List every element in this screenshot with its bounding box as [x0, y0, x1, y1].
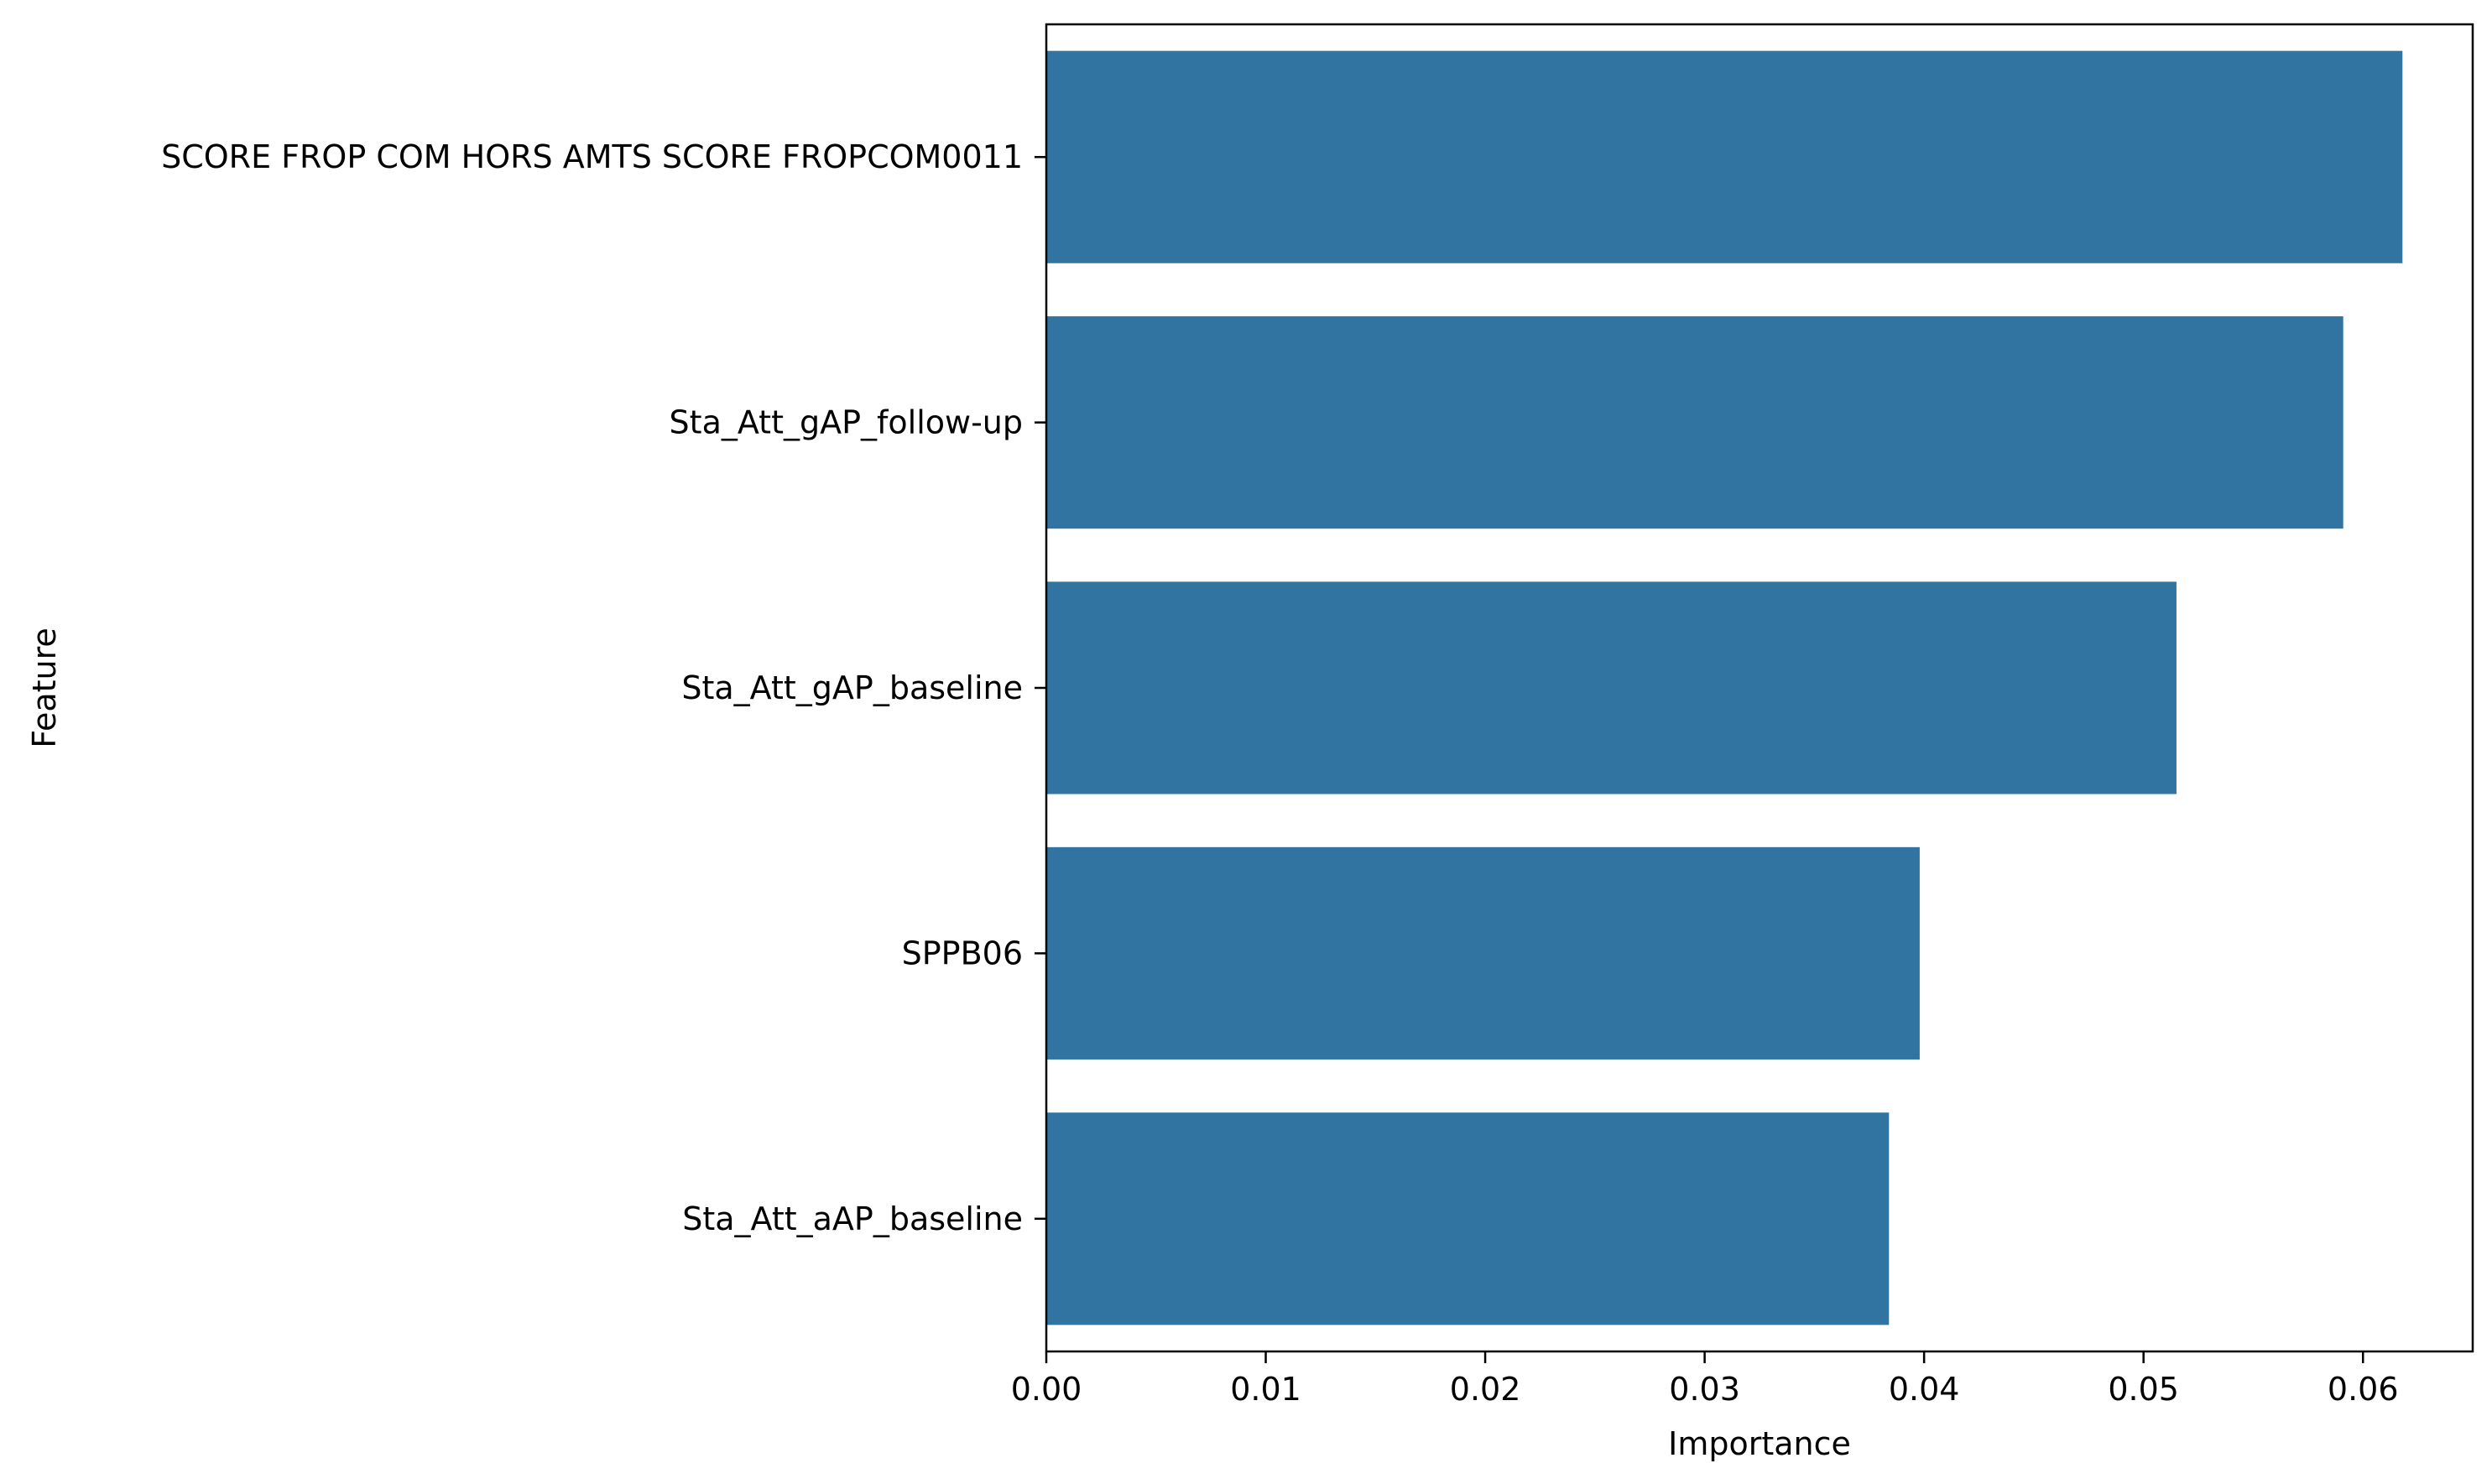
bar	[1046, 846, 1920, 1060]
bar	[1046, 316, 2343, 529]
y-axis-ticks: SCORE FROP COM HORS AMTS SCORE FROPCOM00…	[161, 138, 1046, 1237]
bar	[1046, 1112, 1890, 1325]
x-tick-label: 0.00	[1011, 1371, 1082, 1408]
x-tick-label: 0.05	[2108, 1371, 2179, 1408]
x-tick-label: 0.06	[2328, 1371, 2399, 1408]
bars-layer	[1046, 50, 2403, 1325]
y-tick-label: SPPB06	[902, 935, 1023, 971]
y-tick-label: Sta_Att_gAP_follow-up	[670, 404, 1023, 441]
y-tick-label: Sta_Att_gAP_baseline	[681, 669, 1023, 706]
x-tick-label: 0.03	[1669, 1371, 1740, 1408]
x-axis-label: Importance	[1668, 1425, 1851, 1462]
plot-frame	[1045, 23, 2474, 1353]
x-tick-label: 0.02	[1450, 1371, 1521, 1408]
x-tick-label: 0.04	[1889, 1371, 1960, 1408]
x-axis-ticks: 0.00 0.01 0.02 0.03 0.04 0.05 0.06	[1011, 1351, 2399, 1408]
bar	[1046, 581, 2177, 794]
y-axis-label: Feature	[26, 627, 63, 748]
x-tick-label: 0.01	[1230, 1371, 1301, 1408]
y-tick-label: Sta_Att_aAP_baseline	[682, 1200, 1023, 1237]
bar	[1046, 50, 2403, 263]
y-tick-label: SCORE FROP COM HORS AMTS SCORE FROPCOM00…	[161, 138, 1023, 175]
